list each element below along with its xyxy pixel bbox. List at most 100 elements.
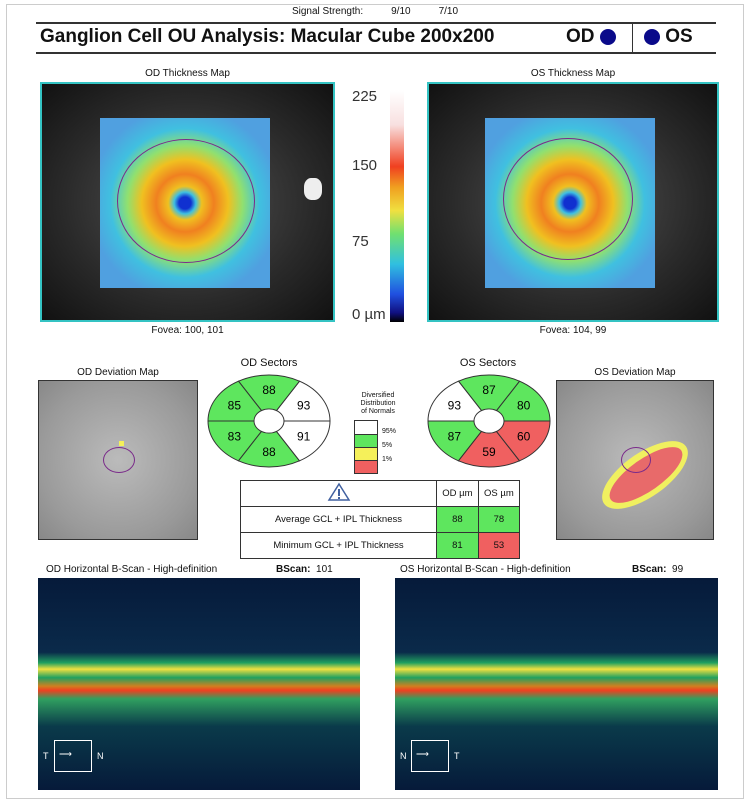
- os-bscan-image: N ⟶ T: [395, 578, 718, 790]
- od-bscan-title: OD Horizontal B-Scan - High-definition: [46, 564, 218, 575]
- sector-inferonasal: [275, 420, 331, 462]
- report-frame: [6, 4, 744, 799]
- legend-green: [355, 434, 377, 447]
- os-fovea: Fovea: 104, 99: [539, 325, 607, 336]
- row-label: Average GCL + IPL Thickness: [240, 506, 437, 533]
- os-ellipse: [503, 138, 633, 260]
- sector-value: 88: [262, 383, 276, 397]
- legend-label: 1%: [382, 456, 393, 463]
- warning-cell: [240, 480, 437, 507]
- warning-icon: [327, 482, 350, 501]
- legend-title-line: Distribution: [360, 400, 396, 407]
- os-value: 53: [477, 532, 521, 559]
- orient-right: N: [97, 751, 104, 761]
- os-sectors-chart: 80 87 93 87 59 60: [427, 374, 551, 468]
- od-fovea: Fovea: 100, 101: [151, 325, 224, 336]
- sector-value: 60: [517, 430, 531, 444]
- sector-superior: [237, 374, 301, 412]
- sector-superior: [457, 374, 521, 412]
- sector-value: 59: [482, 445, 496, 459]
- sector-value: 83: [228, 430, 242, 444]
- sector-value: 87: [448, 430, 462, 444]
- signal-od: 9/10: [391, 6, 411, 17]
- os-dot-icon: [644, 28, 660, 45]
- legend-label: 5%: [382, 442, 393, 449]
- os-eye-label: OS: [644, 26, 693, 48]
- bscan-label: BScan:: [632, 564, 667, 575]
- divider: [36, 52, 716, 54]
- bscan-label: BScan:: [276, 564, 311, 575]
- signal-strength: Signal Strength: 9/10 7/10: [0, 6, 750, 17]
- report-title: Ganglion Cell OU Analysis: Macular Cube …: [40, 26, 495, 47]
- sector-inferior: [237, 430, 301, 468]
- sector-inferotemporal: [495, 420, 551, 462]
- sector-inferonasal: [427, 420, 483, 462]
- os-label: OS: [665, 26, 693, 47]
- sector-value: 87: [482, 383, 496, 397]
- signal-label: Signal Strength:: [291, 6, 364, 17]
- table-row: Minimum GCL + IPL Thickness 81 53: [240, 532, 521, 559]
- od-orientation-box: T ⟶ N: [43, 740, 104, 772]
- sector-value: 93: [448, 399, 462, 413]
- divider: [36, 22, 716, 24]
- legend-white: [355, 421, 377, 434]
- arrow-right-icon: ⟶: [416, 749, 429, 759]
- sector-value: 93: [297, 399, 311, 413]
- os-thickness-map: [427, 82, 719, 322]
- sector-inferior: [457, 430, 521, 468]
- col-od: OD µm: [436, 480, 479, 507]
- os-bscan-number: 99: [672, 564, 684, 575]
- os-deviation-map: [556, 380, 714, 540]
- sector-value: 80: [517, 399, 531, 413]
- os-deviation-ellipse: [621, 447, 651, 473]
- os-sectors-title: OS Sectors: [459, 357, 517, 369]
- signal-os: 7/10: [438, 6, 459, 17]
- orient-left: T: [43, 751, 49, 761]
- od-value: 88: [436, 506, 479, 533]
- sector-superotemporal: [207, 380, 263, 422]
- od-deviation-map: [38, 380, 198, 540]
- od-deviation-ellipse: [103, 447, 135, 473]
- legend-title-line: of Normals: [361, 408, 395, 415]
- scale-tick: 0 µm: [352, 306, 386, 323]
- sector-value: 91: [297, 430, 311, 444]
- legend-title-line: Diversified: [361, 392, 395, 399]
- table-header-row: OD µm OS µm: [240, 480, 521, 507]
- od-value: 81: [436, 532, 479, 559]
- orient-right: T: [454, 751, 460, 761]
- table-row: Average GCL + IPL Thickness 88 78: [240, 506, 521, 533]
- od-deviation-title: OD Deviation Map: [77, 367, 159, 378]
- sector-superotemporal: [495, 380, 551, 422]
- legend-yellow: [355, 447, 377, 460]
- scale-tick: 225: [352, 88, 378, 105]
- od-bscan-image: T ⟶ N: [38, 578, 360, 790]
- od-dot-icon: [599, 28, 616, 45]
- od-bscan-number: 101: [316, 564, 333, 575]
- od-ellipse: [117, 139, 255, 263]
- arrow-right-icon: ⟶: [59, 749, 72, 759]
- sector-superonasal: [427, 380, 483, 422]
- od-thickness-map: [40, 82, 335, 322]
- od-eye-label: OD: [566, 26, 616, 48]
- od-thickness-title: OD Thickness Map: [145, 68, 230, 79]
- os-value: 78: [477, 506, 521, 533]
- thickness-color-scale: [390, 90, 404, 322]
- sector-value: 85: [228, 399, 242, 413]
- scale-tick: 75: [352, 233, 369, 250]
- divider: [632, 24, 633, 52]
- os-orientation-box: N ⟶ T: [400, 740, 460, 772]
- legend-red: [355, 460, 377, 473]
- gcl-ipl-table: OD µm OS µm Average GCL + IPL Thickness …: [240, 480, 521, 559]
- od-label: OD: [566, 26, 595, 47]
- sector-superonasal: [275, 380, 331, 422]
- legend-label: 95%: [382, 428, 397, 435]
- yellow-patch: [119, 441, 124, 446]
- os-deviation-title: OS Deviation Map: [594, 367, 676, 378]
- sector-inferotemporal: [207, 420, 263, 462]
- optic-disc: [304, 178, 322, 200]
- legend-bar: [354, 420, 378, 474]
- orient-left: N: [400, 751, 407, 761]
- scale-tick: 150: [352, 157, 378, 174]
- os-bscan-title: OS Horizontal B-Scan - High-definition: [400, 564, 571, 575]
- legend-title: Diversified Distribution of Normals: [348, 392, 408, 416]
